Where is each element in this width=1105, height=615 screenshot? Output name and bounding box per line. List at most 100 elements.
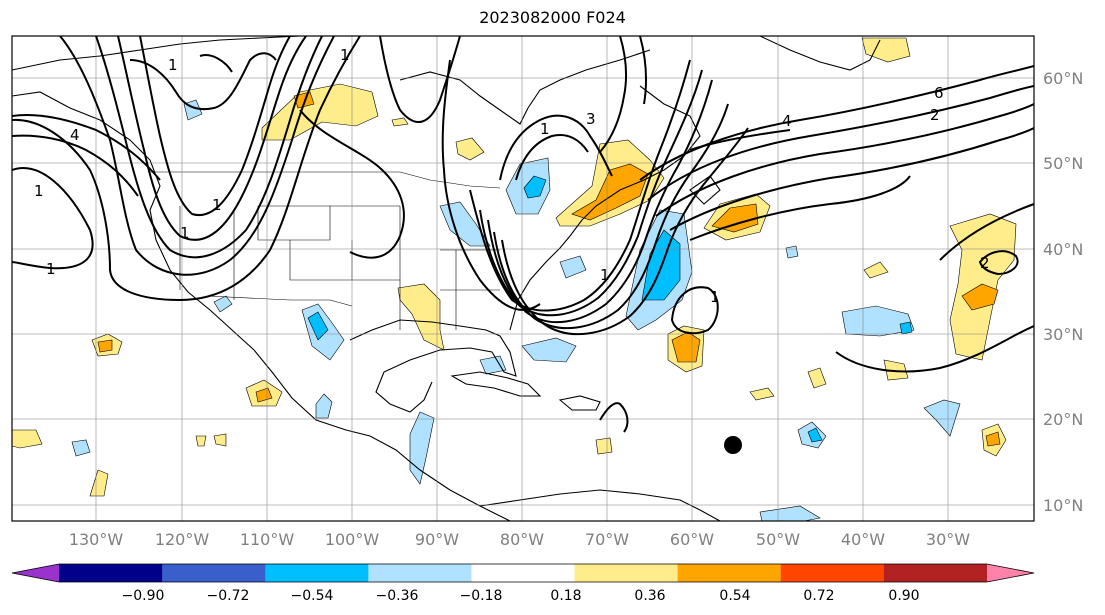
colorbar-tick-label: 0.36 <box>634 588 665 604</box>
anomaly-lblue-small3 <box>71 439 91 457</box>
colorbar-tick-label: 0.90 <box>888 588 919 604</box>
contour-west-4 <box>95 36 323 259</box>
contour-label: 1 <box>540 120 550 138</box>
anomaly-orange-small2 <box>97 339 113 353</box>
contour-west-6 <box>139 36 291 217</box>
contour-trough-3 <box>487 79 713 324</box>
contour-label: 1 <box>212 196 222 214</box>
anomaly-yellow-small4 <box>807 367 827 389</box>
contour-west-7 <box>12 113 161 181</box>
lon-tick-label: 60°W <box>670 530 714 549</box>
anomaly-orange-atl2 <box>671 331 701 363</box>
lon-tick-label: 50°W <box>756 530 800 549</box>
colorbar-tick-label: −0.36 <box>376 588 419 604</box>
anomaly-yellow-pacific4 <box>89 469 109 497</box>
contour-trough-7 <box>515 134 589 181</box>
map-area <box>12 36 1034 521</box>
contour-trough-4 <box>493 103 729 330</box>
anomaly-orange-small1 <box>255 387 273 403</box>
contour-atl-2 <box>647 85 1034 201</box>
contour-central-3 <box>299 109 405 259</box>
contour-lines <box>12 36 1034 433</box>
anomaly-lblue-gulf <box>521 337 577 363</box>
contour-trough-9 <box>639 36 648 105</box>
colorbar-tick-label: 0.54 <box>719 588 750 604</box>
anomaly-lblue-small1 <box>315 393 333 419</box>
contour-central-2 <box>441 59 541 311</box>
colorbar-tick-label: −0.54 <box>291 588 334 604</box>
contour-label: 3 <box>586 110 596 128</box>
anomaly-blue-mexico <box>307 311 329 341</box>
anomaly-yellow-pacific3 <box>12 429 43 449</box>
colorbar-tick-labels: −0.90 −0.72 −0.54 −0.36 −0.18 0.18 0.36 … <box>122 588 920 604</box>
colorbar-segment <box>368 564 472 582</box>
shaded-anomalies <box>12 37 1017 521</box>
lat-tick-labels: 60°N 50°N 40°N 30°N 20°N 10°N <box>1043 69 1083 515</box>
anomaly-lblue-small10 <box>559 255 587 279</box>
map-frame <box>11 35 1035 522</box>
contour-trough-6 <box>499 114 613 181</box>
anomaly-yellow-small2 <box>863 261 889 279</box>
map-title: 2023082000 F024 <box>479 8 626 27</box>
lat-tick-label: 50°N <box>1043 154 1083 173</box>
lon-tick-label: 40°W <box>841 530 885 549</box>
colorbar-tick-label: −0.72 <box>207 588 250 604</box>
anomaly-yellow-small9 <box>213 433 227 447</box>
lon-tick-labels: 130°W 120°W 110°W 100°W 90°W 80°W 70°W 6… <box>69 530 970 549</box>
contour-central-1 <box>379 36 461 123</box>
contour-atl-4 <box>669 127 1034 231</box>
contour-label: 1 <box>340 46 350 64</box>
contour-atl-5 <box>689 175 911 241</box>
colorbar-segment <box>265 564 369 582</box>
colorbar-extend-max <box>987 564 1034 582</box>
coast-cuba <box>450 371 542 397</box>
lon-tick-label: 130°W <box>69 530 124 549</box>
colorbar-segment <box>471 564 576 582</box>
anomaly-blue-lakes <box>523 175 547 199</box>
lat-tick-label: 40°N <box>1043 240 1083 259</box>
lon-tick-label: 90°W <box>415 530 459 549</box>
contour-carib <box>599 402 629 433</box>
colorbar-segment <box>162 564 266 582</box>
contour-east-ring <box>978 250 1019 276</box>
lon-tick-label: 80°W <box>500 530 544 549</box>
colorbar-segment <box>883 564 988 582</box>
coast-hispaniola <box>558 395 601 411</box>
coast-hudson <box>399 49 651 125</box>
contour-west-9 <box>129 52 277 111</box>
coast-east <box>509 85 701 331</box>
contour-cutoff <box>670 286 719 335</box>
anomaly-yellow-small8 <box>195 435 207 447</box>
anomaly-lblue-small2 <box>213 295 233 313</box>
colorbar-segment <box>574 564 679 582</box>
anomaly-orange-eastatl <box>961 283 999 311</box>
lon-tick-label: 110°W <box>240 530 295 549</box>
anomaly-lblue-ohio <box>439 201 491 247</box>
coast-newfoundland <box>689 175 721 205</box>
contour-trough-1 <box>469 59 691 312</box>
contour-label: 4 <box>782 112 792 130</box>
lon-tick-label: 100°W <box>325 530 380 549</box>
lat-tick-label: 10°N <box>1043 496 1083 515</box>
contour-label: 1 <box>34 182 44 200</box>
contour-west-5 <box>117 36 307 241</box>
coast-greenland <box>759 36 881 71</box>
lat-tick-label: 60°N <box>1043 69 1083 88</box>
contour-west-1 <box>12 167 94 270</box>
colorbar-outline <box>11 563 1035 583</box>
anomaly-yellow-small10 <box>391 117 409 127</box>
anomaly-blue-small2 <box>899 321 913 335</box>
colorbar-tick-label: 0.18 <box>550 588 581 604</box>
contour-trough-2 <box>479 69 703 317</box>
anomaly-yellow-greenland <box>861 37 911 63</box>
contour-west-8 <box>12 134 139 197</box>
colorbar-tick-label: −0.90 <box>122 588 165 604</box>
contour-west-10 <box>199 54 233 73</box>
storm-center-dot <box>724 436 742 454</box>
anomaly-orange-small4 <box>985 431 1001 447</box>
lon-tick-label: 120°W <box>155 530 210 549</box>
contour-atl-6 <box>689 129 791 151</box>
contour-labels: 1 4 1 1 1 1 1 3 6 4 2 1 1 2 1 <box>34 46 990 306</box>
coast-sa <box>479 489 721 521</box>
